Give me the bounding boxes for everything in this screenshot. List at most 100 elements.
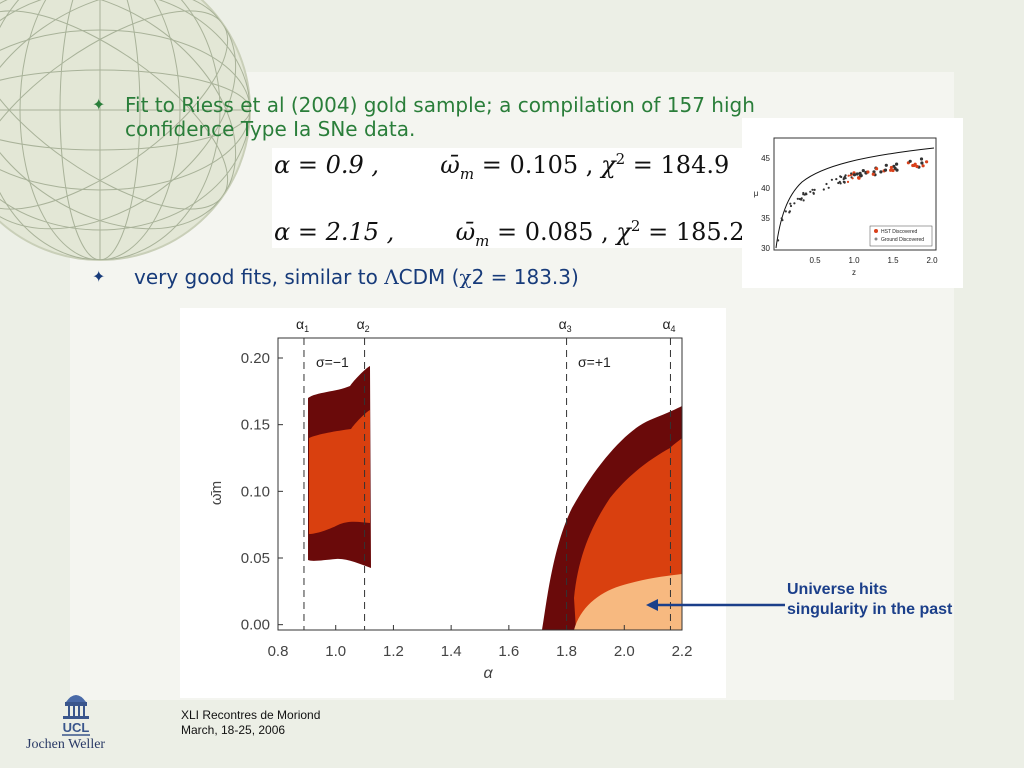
contour-inner-left [309,410,370,534]
sn-data-point [809,190,812,193]
sn-data-point [879,170,883,174]
footer-conference: XLI Recontres de Moriond March, 18-25, 2… [181,708,320,738]
y-tick-label: 40 [761,184,770,193]
sn-data-point [891,168,895,173]
equation-row: α = 0.9 , ω̄m = 0.105 , χ2 = 184.9 [274,150,730,183]
sn-data-point [802,199,805,202]
sn-data-point [847,174,850,177]
svg-text:UCL: UCL [63,720,90,735]
hubble-points [777,157,929,242]
x-tick-label: 0.8 [268,643,289,660]
bullet-riess-fit: ✦ Fit to Riess et al (2004) gold sample;… [92,93,832,141]
sn-data-point [884,163,888,167]
singularity-annotation: Universe hits singularity in the past [787,581,953,618]
sn-data-point [811,188,814,191]
sn-data-point [883,168,888,172]
x-tick-label: 1.0 [325,643,346,660]
sn-data-point [843,180,846,184]
sn-data-point [895,168,899,172]
sn-data-point [800,198,803,201]
sn-data-point [822,188,825,191]
sn-data-point [825,182,828,186]
y-tick-label: 0.10 [241,483,270,500]
sn-data-point [789,204,793,208]
hubble-diagram: 45 40 35 30 0.5 1.0 1.5 2.0 z μ HST Disc… [742,118,963,288]
y-tick-label: 45 [761,154,770,163]
sn-data-point [921,164,925,168]
region-label-sigma-plus: σ=+1 [578,354,611,370]
sn-data-point [849,174,852,177]
y-tick-label: 0.20 [241,350,270,367]
x-tick-label: 2.2 [672,643,693,660]
sn-data-point [866,170,870,174]
sn-data-point [925,160,929,164]
sn-data-point [781,219,784,222]
sn-data-point [871,172,875,176]
singularity-region [574,574,682,630]
sn-data-point [908,159,912,163]
x-axis-label: z [852,268,856,277]
sn-data-point [813,188,816,191]
x-tick-label: 2.0 [614,643,635,660]
sn-data-point [859,174,863,178]
sn-data-point [872,170,876,174]
sn-data-point [857,176,861,180]
sn-data-point [793,202,796,205]
equation-row: α = 2.15 , ω̄m = 0.085 , χ2 = 185.2 [274,217,745,250]
region-label-sigma-minus: σ=−1 [316,354,349,370]
y-tick-label: 35 [761,214,770,223]
sn-data-point [852,173,857,177]
y-tick-label: 0.05 [241,550,270,567]
sn-data-point [788,211,791,214]
sn-data-point [919,157,924,161]
sn-data-point [844,177,847,180]
sn-data-point [777,239,780,242]
sn-data-point [861,169,865,173]
sn-data-point [839,182,842,185]
sn-data-point [915,164,919,169]
globe-decoration [0,0,251,261]
sn-data-point [895,162,899,166]
sn-data-point [780,217,783,220]
y-axis-label: μ [754,189,759,198]
sn-data-point [803,193,806,196]
sn-data-point [850,172,853,175]
x-tick-label: 1.2 [383,643,404,660]
star-bullet-icon: ✦ [92,95,106,114]
footer-line: XLI Recontres de Moriond [181,708,321,722]
x-tick-label: 2.0 [926,256,938,265]
sn-data-point [789,202,792,205]
sn-data-point [827,186,830,189]
y-tick-label: 0.00 [241,617,270,634]
x-axis-label: α [483,665,493,682]
x-tick-label: 0.5 [809,256,821,265]
x-tick-label: 1.5 [887,256,899,265]
x-tick-label: 1.4 [441,643,462,660]
y-axis-label: ω̄m [208,481,225,505]
sn-data-point [892,164,896,168]
sn-data-point [889,168,893,172]
sn-data-point [842,177,845,180]
sn-data-point [875,167,879,171]
alpha-omega-contour-plot: α1 α2 α3 α4 σ=−1 σ=+1 0.8 1.0 1.2 1.4 1.6 1.8 2.0… [180,308,726,698]
sn-data-point [784,210,787,213]
sn-data-point [855,172,859,176]
footer-line: March, 18-25, 2006 [181,723,286,737]
legend-ground: Ground Discovered [881,237,924,243]
fit-equations: α = 0.9 , ω̄m = 0.105 , χ2 = 184.9 α = 2… [272,148,746,250]
bullet-text: very good fits, similar to ΛCDM (χ2 = 18… [134,265,579,289]
x-tick-label: 1.8 [556,643,577,660]
sn-data-point [812,191,815,194]
sn-data-point [796,197,799,200]
star-bullet-icon: ✦ [92,267,106,286]
sn-data-point [889,165,893,170]
bullet-lcdm-comparison: ✦ very good fits, similar to ΛCDM (χ2 = … [92,265,692,289]
sn-data-point [851,177,854,180]
bullet-text: Fit to Riess et al (2004) gold sample; a… [125,93,755,141]
author-name: Jochen Weller [26,737,106,752]
x-tick-label: 1.0 [848,256,860,265]
sn-data-point [840,175,843,179]
y-tick-label: 30 [761,244,770,253]
sn-data-point [846,180,850,183]
